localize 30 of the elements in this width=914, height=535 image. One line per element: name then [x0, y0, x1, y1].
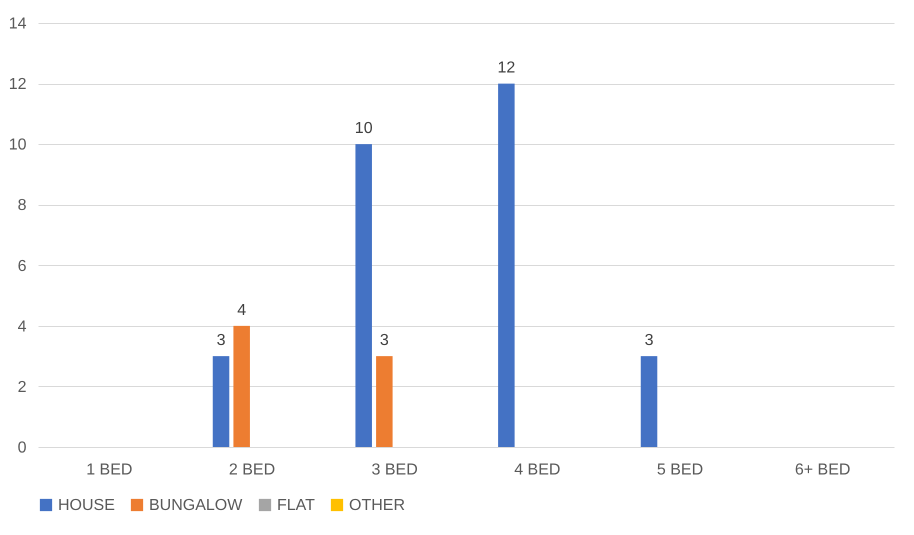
data-label: 4 [237, 302, 246, 319]
data-label: 10 [354, 120, 373, 138]
y-tick-label: 6 [18, 258, 27, 275]
bar [640, 356, 658, 447]
legend-label: HOUSE [58, 497, 115, 514]
y-tick-label: 12 [8, 76, 27, 94]
y-tick-label: 14 [8, 16, 27, 32]
legend-label: OTHER [349, 497, 405, 514]
legend-label: BUNGALOW [149, 497, 244, 514]
x-tick-label: 5 BED [656, 462, 704, 478]
data-label: 3 [216, 332, 226, 350]
y-tick-label: 0 [18, 440, 27, 456]
x-tick-label: 1 BED [86, 462, 132, 478]
bar [212, 356, 230, 447]
legend-label: FLAT [277, 497, 316, 514]
bar [376, 356, 393, 447]
x-tick-label: 4 BED [514, 462, 560, 478]
y-tick-label: 4 [18, 318, 27, 336]
data-label: 12 [497, 60, 516, 77]
bar [233, 326, 250, 447]
x-tick-label: 2 BED [228, 462, 276, 478]
data-label: 3 [644, 332, 654, 350]
y-tick-label: 2 [18, 378, 27, 396]
bar [355, 144, 372, 447]
y-tick-label: 10 [8, 136, 27, 154]
y-tick-label: 8 [18, 197, 27, 214]
x-tick-label: 3 BED [372, 462, 418, 478]
bar [498, 84, 515, 447]
data-label: 3 [380, 332, 389, 350]
x-tick-label: 6+ BED [794, 462, 850, 478]
